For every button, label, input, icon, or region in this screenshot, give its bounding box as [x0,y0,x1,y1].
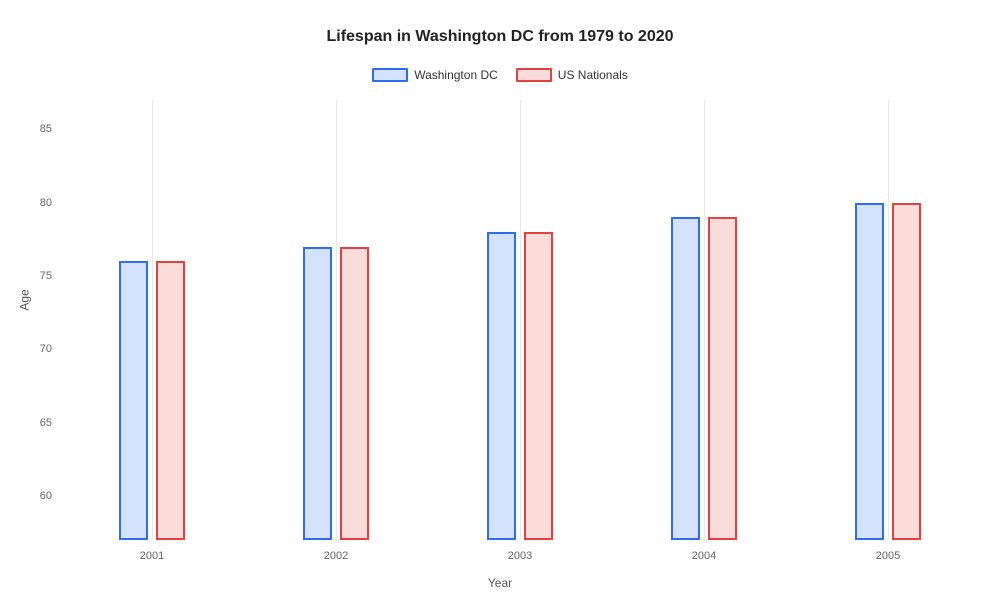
bar [487,232,516,540]
legend-item-0: Washington DC [372,68,498,82]
legend-item-1: US Nationals [516,68,628,82]
y-tick-label: 60 [40,490,60,502]
gridline [704,100,705,540]
legend: Washington DC US Nationals [0,68,1000,82]
plot-area: 60657075808520012002200320042005 [60,100,980,540]
y-tick-label: 65 [40,417,60,429]
x-tick-label: 2004 [692,540,716,562]
bar [708,217,737,540]
bar [892,203,921,540]
legend-label-0: Washington DC [414,68,498,82]
chart-title: Lifespan in Washington DC from 1979 to 2… [0,0,1000,46]
bar [119,261,148,540]
bar [156,261,185,540]
x-tick-label: 2005 [876,540,900,562]
bar [303,247,332,540]
gridline [336,100,337,540]
x-tick-label: 2003 [508,540,532,562]
bar [855,203,884,540]
gridline [152,100,153,540]
legend-label-1: US Nationals [558,68,628,82]
bar [340,247,369,540]
y-tick-label: 85 [40,123,60,135]
x-axis-label: Year [488,576,512,590]
y-tick-label: 70 [40,343,60,355]
x-tick-label: 2002 [324,540,348,562]
y-tick-label: 80 [40,197,60,209]
gridline [520,100,521,540]
y-tick-label: 75 [40,270,60,282]
bar [671,217,700,540]
bar [524,232,553,540]
y-axis-label: Age [18,289,32,310]
legend-swatch-0 [372,68,408,82]
legend-swatch-1 [516,68,552,82]
gridline [888,100,889,540]
x-tick-label: 2001 [140,540,164,562]
